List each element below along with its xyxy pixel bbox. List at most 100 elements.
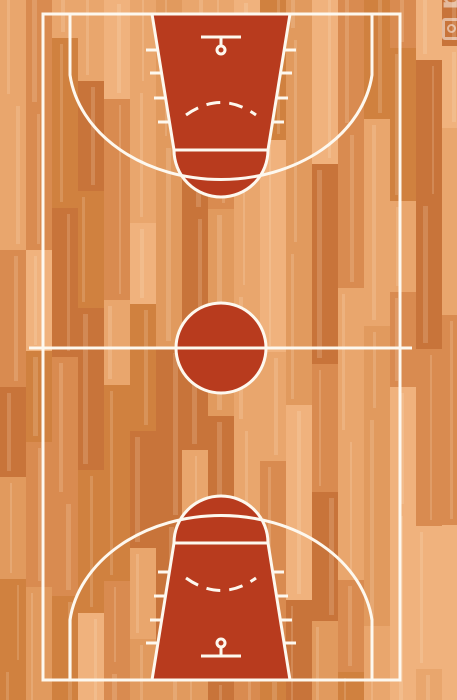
wood-plank — [364, 414, 390, 626]
wood-grain — [83, 314, 88, 464]
wood-plank — [442, 128, 457, 315]
wood-grain — [61, 0, 65, 32]
wood-grain — [297, 411, 301, 594]
wood-plank — [52, 498, 78, 596]
wood-grain — [319, 370, 321, 486]
wood-grain — [217, 422, 222, 514]
wood-grain — [10, 483, 12, 573]
wood-grain — [17, 585, 19, 660]
wood-grain — [430, 355, 432, 520]
wood-plank — [0, 579, 26, 666]
wood-grain — [378, 0, 382, 113]
wood-grain — [348, 586, 352, 666]
wood-plank — [416, 0, 442, 60]
wood-plank — [130, 548, 156, 639]
wood-plank — [364, 626, 390, 700]
wood-plank — [312, 621, 338, 700]
wood-grain — [372, 125, 376, 320]
wood-plank — [364, 119, 390, 326]
wood-plank — [312, 164, 338, 364]
wood-grain — [173, 353, 178, 515]
wood-grain — [395, 298, 398, 381]
wood-grain — [294, 40, 297, 242]
wood-plank — [312, 0, 338, 164]
wood-grain — [110, 391, 113, 575]
wood-plank — [26, 442, 52, 587]
wood-plank — [52, 357, 78, 498]
wood-grain — [82, 197, 85, 302]
wood-grain — [317, 170, 322, 358]
wood-plank — [416, 669, 442, 700]
wood-grain — [7, 0, 10, 94]
wood-plank — [130, 431, 156, 548]
wood-grain — [144, 310, 148, 425]
bottom-restricted-arc — [185, 576, 257, 592]
wood-grain — [60, 44, 63, 202]
wood-plank — [312, 492, 338, 621]
wood-plank — [416, 200, 442, 349]
wood-grain — [38, 448, 41, 581]
wood-plank — [312, 364, 338, 492]
camera-icon — [441, 18, 457, 40]
top-key-paint — [152, 14, 290, 150]
wood-grain — [395, 54, 398, 195]
wood-plank — [130, 304, 156, 431]
wood-grain — [420, 532, 423, 663]
wood-grain — [396, 207, 399, 286]
wood-plank — [26, 351, 52, 442]
wood-plank — [0, 387, 26, 477]
wood-plank — [156, 347, 182, 521]
bottom-key-circle-paint — [174, 496, 268, 543]
wood-grain — [452, 52, 456, 122]
bottom-rim — [215, 637, 227, 649]
wood-grain — [426, 675, 430, 700]
wood-grain — [6, 672, 9, 700]
wood-grain — [173, 665, 177, 700]
wood-plank — [208, 679, 234, 700]
wood-plank — [442, 525, 457, 700]
wood-plank — [78, 470, 104, 613]
wood-grain — [291, 254, 294, 399]
wood-grain — [370, 420, 374, 620]
top-free-throw-arc — [172, 149, 270, 199]
wood-grain — [135, 437, 140, 542]
wood-plank — [78, 0, 104, 81]
wood-plank — [26, 108, 52, 250]
wood-plank — [78, 81, 104, 191]
wood-grain — [423, 0, 427, 54]
bottom-three-point-line — [68, 514, 374, 680]
wood-plank — [104, 0, 130, 99]
top-key-outline — [150, 13, 292, 152]
bottom-key-outline — [150, 541, 292, 681]
bottom-free-throw-arc — [172, 494, 270, 544]
wood-grain — [269, 146, 271, 346]
wood-plank — [390, 201, 416, 292]
wood-grain — [91, 87, 95, 185]
wood-grain — [198, 219, 202, 357]
wood-plank — [390, 387, 416, 510]
bottom-key-paint — [152, 543, 290, 680]
wood-plank — [338, 436, 364, 580]
wood-plank — [104, 99, 130, 300]
wood-grain — [432, 66, 434, 194]
wood-plank — [0, 477, 26, 579]
wood-plank — [104, 668, 130, 700]
wood-grain — [329, 498, 334, 615]
pixers-watermark: pixers ® — [433, 0, 457, 40]
top-rim — [215, 44, 227, 56]
wood-plank — [338, 288, 364, 436]
wood-grain — [291, 606, 293, 700]
wood-grain — [192, 369, 197, 444]
wood-grain — [373, 332, 376, 408]
wood-grain — [274, 358, 278, 455]
wood-plank — [0, 0, 26, 100]
wood-plank — [0, 666, 26, 700]
wood-grain — [316, 627, 319, 700]
watermark-text: pixers — [433, 0, 457, 10]
wood-grain — [33, 357, 38, 436]
wood-grain — [350, 442, 352, 574]
wood-plank — [338, 672, 364, 700]
wood-plank — [286, 600, 312, 700]
wood-plank — [26, 250, 52, 351]
wood-grain — [112, 674, 117, 700]
